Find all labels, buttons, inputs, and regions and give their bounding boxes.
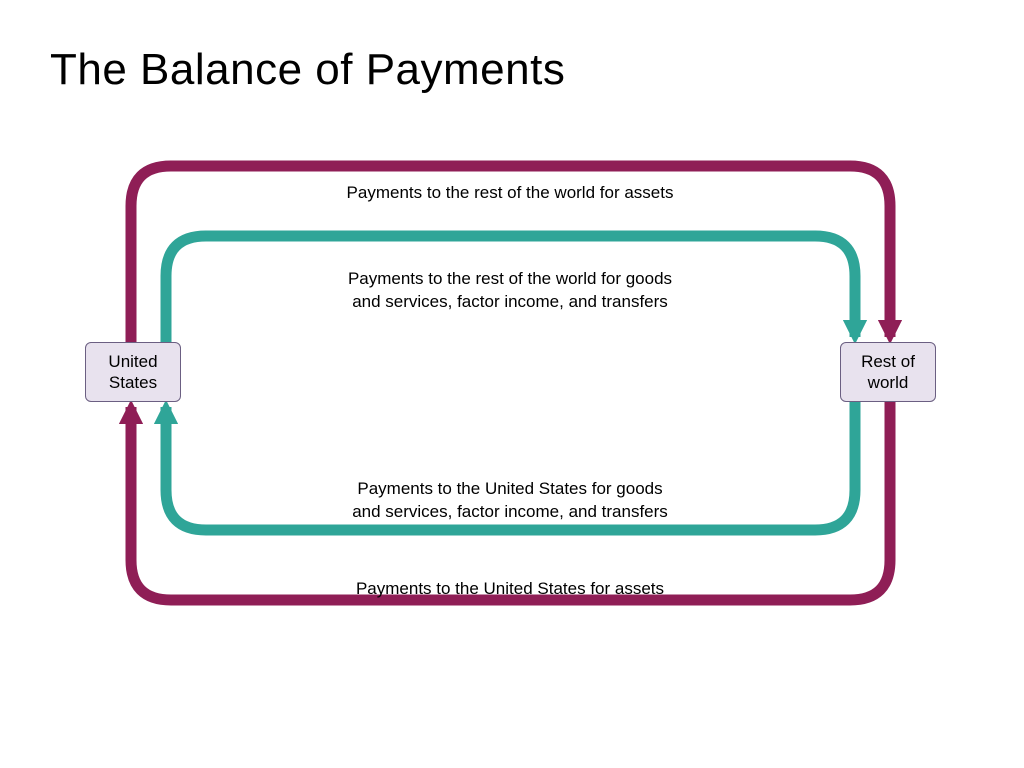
label-outer-bottom: Payments to the United States for assets [270,578,750,601]
label-inner-top: Payments to the rest of the world for go… [270,268,750,314]
label-inner-bottom: Payments to the United States for goods … [270,478,750,524]
label-outer-top: Payments to the rest of the world for as… [270,182,750,205]
node-rest-of-world: Rest of world [840,342,936,402]
node-united-states: United States [85,342,181,402]
